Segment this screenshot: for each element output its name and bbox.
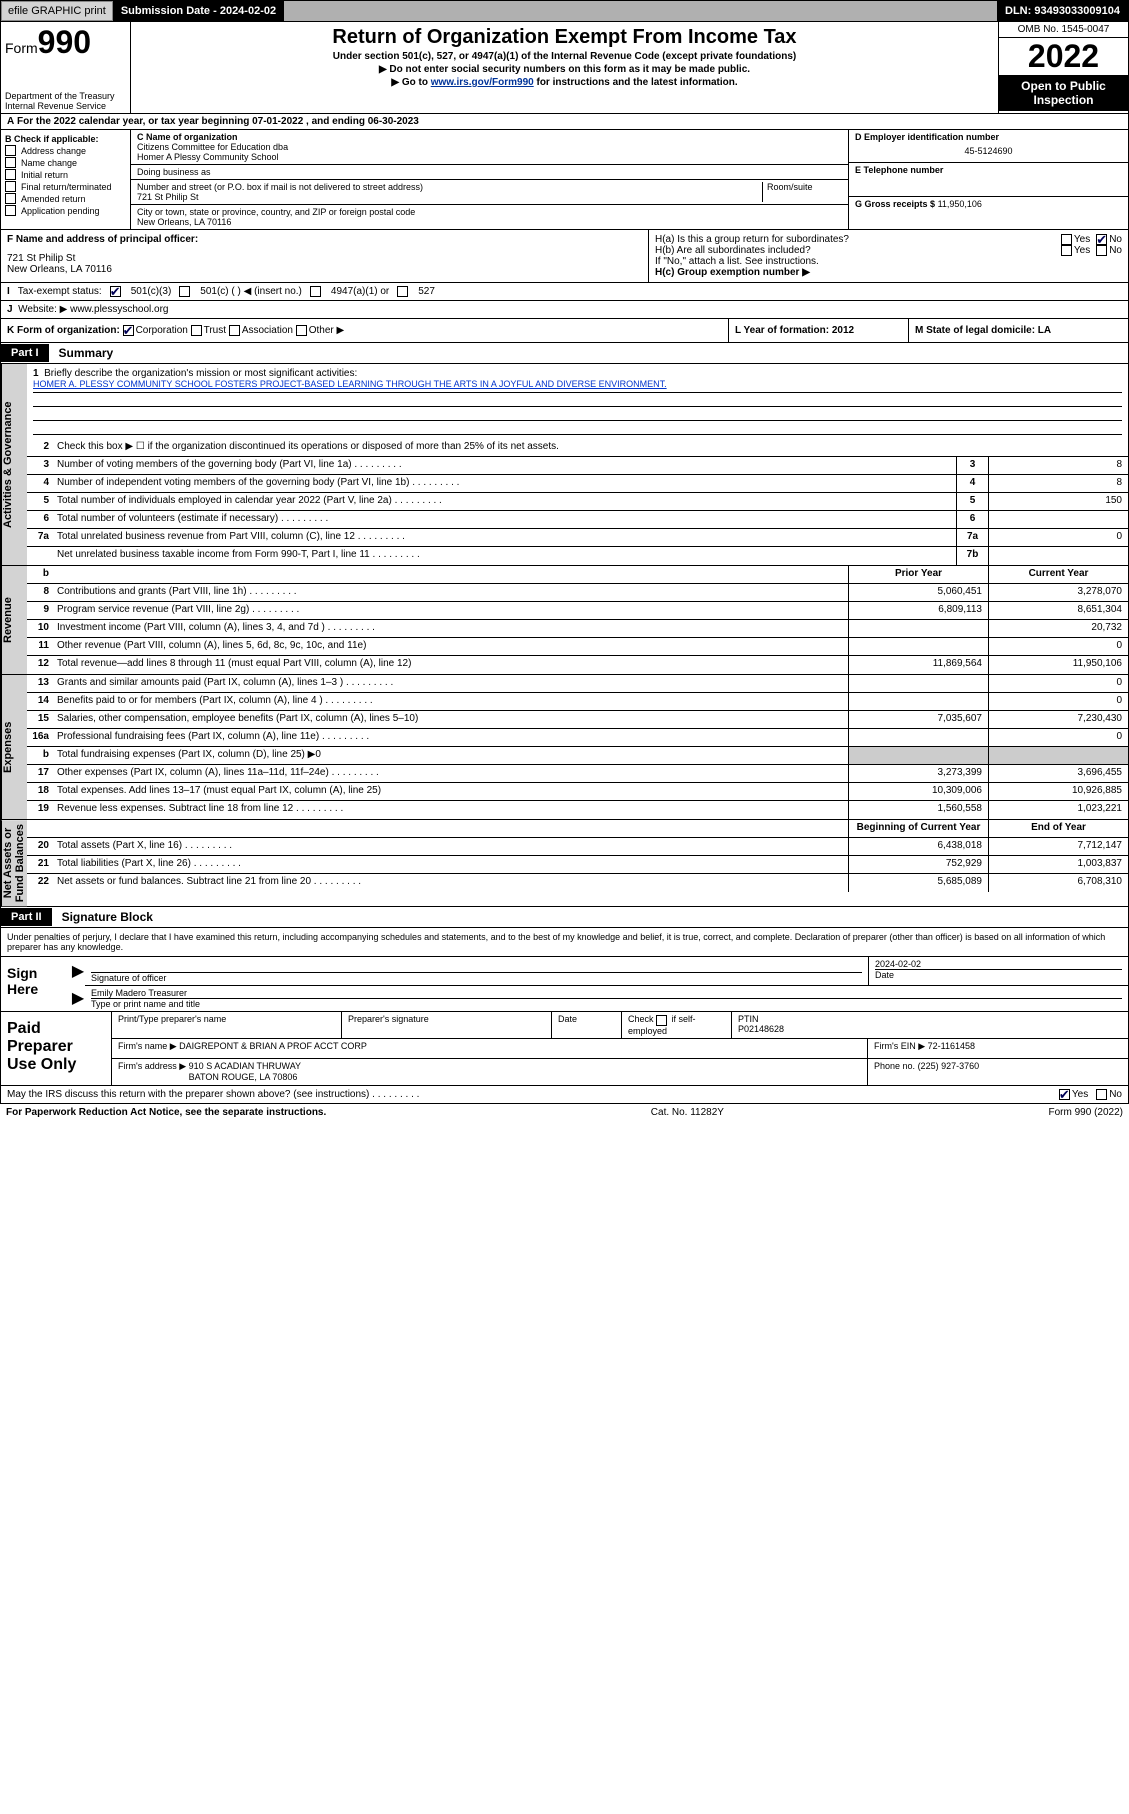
expenses-section: Expenses 13Grants and similar amounts pa… bbox=[0, 675, 1129, 820]
efile-button[interactable]: efile GRAPHIC print bbox=[1, 1, 113, 21]
activities-governance: Activities & Governance 1 Briefly descri… bbox=[0, 364, 1129, 566]
hc-label: H(c) Group exemption number ▶ bbox=[655, 267, 1122, 278]
discuss-no[interactable] bbox=[1096, 1089, 1107, 1100]
phone-label: E Telephone number bbox=[855, 165, 1122, 175]
hb-note: If "No," attach a list. See instructions… bbox=[655, 256, 1122, 267]
paid-preparer-block: Paid Preparer Use Only Print/Type prepar… bbox=[0, 1012, 1129, 1085]
addr-label: Number and street (or P.O. box if mail i… bbox=[137, 182, 762, 192]
chk-final-return[interactable] bbox=[5, 181, 16, 192]
page-footer: For Paperwork Reduction Act Notice, see … bbox=[0, 1104, 1129, 1121]
mission-q: Briefly describe the organization's miss… bbox=[44, 368, 357, 379]
row-fh: F Name and address of principal officer:… bbox=[0, 230, 1129, 283]
officer-name-label: Type or print name and title bbox=[91, 999, 1122, 1009]
row-i-tax-status: I Tax-exempt status: 501(c)(3) 501(c) ( … bbox=[0, 283, 1129, 301]
chk-trust[interactable] bbox=[191, 325, 202, 336]
sig-date: 2024-02-02 bbox=[875, 959, 1122, 970]
chk-4947[interactable] bbox=[310, 286, 321, 297]
sig-officer-label: Signature of officer bbox=[91, 973, 862, 983]
arrow-icon: ▶ bbox=[71, 957, 85, 984]
dept-label: Department of the Treasury Internal Reve… bbox=[5, 91, 126, 111]
state-domicile: M State of legal domicile: LA bbox=[908, 319, 1128, 342]
arrow-icon: ▶ bbox=[71, 984, 85, 1011]
subtitle-2: ▶ Do not enter social security numbers o… bbox=[135, 64, 994, 75]
chk-initial-return[interactable] bbox=[5, 169, 16, 180]
sig-date-label: Date bbox=[875, 970, 1122, 980]
row-j-website: J Website: ▶ www.plessyschool.org bbox=[0, 301, 1129, 319]
year-formation: L Year of formation: 2012 bbox=[728, 319, 908, 342]
chk-name-change[interactable] bbox=[5, 157, 16, 168]
chk-501c3[interactable] bbox=[110, 286, 121, 297]
hb-label: H(b) Are all subordinates included? bbox=[655, 245, 1061, 256]
chk-501c[interactable] bbox=[179, 286, 190, 297]
org-name-2: Homer A Plessy Community School bbox=[137, 152, 842, 162]
officer-addr2: New Orleans, LA 70116 bbox=[7, 264, 642, 275]
box-b-title: B Check if applicable: bbox=[5, 134, 126, 144]
chk-527[interactable] bbox=[397, 286, 408, 297]
top-toolbar: efile GRAPHIC print Submission Date - 20… bbox=[0, 0, 1129, 22]
ha-label: H(a) Is this a group return for subordin… bbox=[655, 234, 1061, 245]
org-name-label: C Name of organization bbox=[137, 132, 842, 142]
subtitle-1: Under section 501(c), 527, or 4947(a)(1)… bbox=[135, 51, 994, 62]
signature-intro: Under penalties of perjury, I declare th… bbox=[0, 928, 1129, 956]
ein-label: D Employer identification number bbox=[855, 132, 1122, 142]
org-name-1: Citizens Committee for Education dba bbox=[137, 142, 842, 152]
ein-val: 45-5124690 bbox=[855, 142, 1122, 156]
omb-number: OMB No. 1545-0047 bbox=[999, 22, 1128, 38]
chk-corp[interactable] bbox=[123, 325, 134, 336]
part2-header: Part II Signature Block bbox=[0, 907, 1129, 928]
room-suite: Room/suite bbox=[762, 182, 842, 202]
chk-address-change[interactable] bbox=[5, 145, 16, 156]
city-val: New Orleans, LA 70116 bbox=[137, 217, 842, 227]
ha-no[interactable] bbox=[1096, 234, 1107, 245]
part1-header: Part I Summary bbox=[0, 343, 1129, 364]
form-title: Return of Organization Exempt From Incom… bbox=[135, 26, 994, 49]
revenue-section: Revenue bPrior YearCurrent Year 8Contrib… bbox=[0, 566, 1129, 675]
officer-addr1: 721 St Philip St bbox=[7, 253, 642, 264]
hb-no[interactable] bbox=[1096, 245, 1107, 256]
city-label: City or town, state or province, country… bbox=[137, 207, 842, 217]
chk-amended[interactable] bbox=[5, 193, 16, 204]
officer-name: Emily Madero Treasurer bbox=[91, 988, 1122, 999]
gross-receipts: G Gross receipts $ 11,950,106 bbox=[849, 197, 1128, 229]
open-to-public: Open to Public Inspection bbox=[999, 75, 1128, 111]
chk-assoc[interactable] bbox=[229, 325, 240, 336]
discuss-row: May the IRS discuss this return with the… bbox=[0, 1086, 1129, 1104]
chk-other[interactable] bbox=[296, 325, 307, 336]
dba-label: Doing business as bbox=[131, 165, 848, 180]
hb-yes[interactable] bbox=[1061, 245, 1072, 256]
discuss-yes[interactable] bbox=[1059, 1089, 1070, 1100]
website-val: www.plessyschool.org bbox=[70, 304, 168, 315]
chk-self-employed[interactable] bbox=[656, 1015, 667, 1026]
officer-label: F Name and address of principal officer: bbox=[7, 234, 642, 245]
row-a-tax-year: A For the 2022 calendar year, or tax yea… bbox=[0, 114, 1129, 130]
info-grid: B Check if applicable: Address change Na… bbox=[0, 130, 1129, 230]
net-assets-section: Net Assets or Fund Balances Beginning of… bbox=[0, 820, 1129, 907]
sign-here-block: Sign Here ▶▶ Signature of officer 2024-0… bbox=[0, 956, 1129, 1012]
addr-val: 721 St Philip St bbox=[137, 192, 762, 202]
chk-app-pending[interactable] bbox=[5, 205, 16, 216]
form-header: Form990 Department of the Treasury Inter… bbox=[0, 22, 1129, 114]
tax-year: 2022 bbox=[999, 38, 1128, 75]
dln-label: DLN: 93493033009104 bbox=[997, 1, 1128, 21]
mission-text: HOMER A. PLESSY COMMUNITY SCHOOL FOSTERS… bbox=[33, 379, 1122, 393]
ha-yes[interactable] bbox=[1061, 234, 1072, 245]
submission-date: Submission Date - 2024-02-02 bbox=[113, 1, 284, 21]
form-number: Form990 bbox=[5, 24, 126, 61]
row-k: K Form of organization: Corporation Trus… bbox=[0, 319, 1129, 343]
subtitle-3: ▶ Go to www.irs.gov/Form990 for instruct… bbox=[135, 77, 994, 88]
irs-link[interactable]: www.irs.gov/Form990 bbox=[431, 77, 534, 88]
